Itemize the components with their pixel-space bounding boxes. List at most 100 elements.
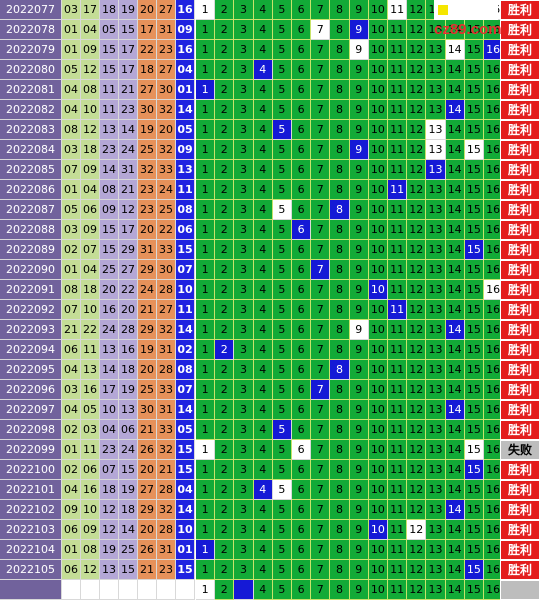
trend-cell: 5: [272, 260, 292, 280]
trend-cell: 4: [253, 580, 273, 600]
trend-hit-cell: 15: [464, 560, 484, 580]
trend-cell: 15: [464, 340, 484, 360]
trend-cell: 3: [234, 440, 254, 460]
red-ball-number: 09: [62, 500, 81, 520]
trend-cell: 7: [311, 440, 331, 460]
red-ball-number: 03: [62, 380, 81, 400]
trend-cell: 5: [272, 440, 292, 460]
trend-cell: 2: [215, 280, 235, 300]
trend-cell: 11: [388, 340, 408, 360]
trend-cell: 10: [368, 100, 388, 120]
trend-cell: 11: [388, 140, 408, 160]
issue-number: 2022081: [0, 80, 62, 100]
trend-hit-cell: 9: [349, 20, 369, 40]
trend-cell: 7: [311, 400, 331, 420]
trend-cell: 8: [330, 440, 350, 460]
blue-ball-number: 15: [176, 240, 195, 260]
trend-cell: 4: [253, 200, 273, 220]
result-win-badge: 胜利: [500, 0, 540, 20]
trend-cell: 16: [484, 240, 504, 260]
trend-cell: 4: [253, 80, 273, 100]
trend-cell: 12: [407, 40, 427, 60]
blue-ball-number: 14: [176, 400, 195, 420]
trend-cell: 5: [272, 0, 292, 20]
trend-cell: 11: [388, 160, 408, 180]
trend-cell: 5: [272, 220, 292, 240]
trend-cell: 2: [215, 40, 235, 60]
trend-cell: 15: [464, 100, 484, 120]
trend-cell: 13: [426, 60, 446, 80]
red-ball-number: 08: [62, 120, 81, 140]
red-ball-number: 04: [100, 420, 119, 440]
trend-cell: 5: [272, 500, 292, 520]
red-ball-number: 03: [62, 0, 81, 20]
trend-cell: 10: [368, 240, 388, 260]
trend-cell: 16: [484, 540, 504, 560]
red-ball-number: 20: [157, 120, 176, 140]
red-ball-number: 32: [157, 500, 176, 520]
red-ball-number: 19: [119, 0, 138, 20]
trend-cell: 15: [464, 60, 484, 80]
trend-cell: 9: [349, 100, 369, 120]
trend-cell: 3: [234, 0, 254, 20]
trend-cell: 6: [292, 320, 312, 340]
red-ball-number: 28: [119, 320, 138, 340]
red-ball-number: 10: [100, 400, 119, 420]
trend-cell: 9: [349, 160, 369, 180]
trend-cell: 14: [445, 240, 465, 260]
issue-number: 2022092: [0, 300, 62, 320]
trend-cell: 7: [311, 360, 331, 380]
trend-hit-cell: 4: [253, 60, 273, 80]
trend-cell: 13: [426, 20, 446, 40]
trend-cell: 1: [196, 40, 216, 60]
trend-cell: 1: [196, 260, 216, 280]
trend-cell: 16: [484, 120, 504, 140]
red-ball-number: 11: [81, 340, 100, 360]
result-win-badge: 胜利: [500, 340, 540, 360]
trend-cell: 13: [426, 80, 446, 100]
red-ball-number: 18: [100, 0, 119, 20]
trend-cell: 13: [426, 480, 446, 500]
trend-blank-cell: 1: [196, 0, 216, 20]
trend-cell: 8: [330, 180, 350, 200]
trend-cell: 5: [272, 80, 292, 100]
trend-hit-cell: 1: [196, 80, 216, 100]
trend-blank-cell: 5: [272, 480, 292, 500]
trend-cell: 9: [349, 300, 369, 320]
trend-cell: 11: [388, 120, 408, 140]
red-ball-number: 27: [138, 80, 157, 100]
trend-cell: 9: [349, 360, 369, 380]
trend-cell: 2: [215, 580, 235, 600]
red-ball-number: 23: [157, 40, 176, 60]
red-ball-number: 02: [62, 460, 81, 480]
trend-cell: 14: [445, 220, 465, 240]
issue-number: 2022099: [0, 440, 62, 460]
trend-cell: 9: [349, 120, 369, 140]
trend-cell: 1: [196, 560, 216, 580]
red-ball-number: 31: [157, 540, 176, 560]
red-ball-number: 22: [119, 280, 138, 300]
issue-number: 2022094: [0, 340, 62, 360]
red-ball-number: 27: [138, 480, 157, 500]
trend-cell: 12: [407, 100, 427, 120]
result-win-badge: 胜利: [500, 300, 540, 320]
trend-cell: 14: [445, 520, 465, 540]
trend-cell: 15: [464, 380, 484, 400]
blue-ball-number: 13: [176, 160, 195, 180]
trend-cell: 5: [272, 240, 292, 260]
trend-cell: 11: [388, 320, 408, 340]
trend-cell: 4: [253, 380, 273, 400]
issue-number: 2022083: [0, 120, 62, 140]
trend-blank-cell: 13: [426, 140, 446, 160]
trend-cell: 16: [484, 380, 504, 400]
trend-cell: 11: [388, 80, 408, 100]
issue-number: 2022078: [0, 20, 62, 40]
trend-cell: 12: [407, 460, 427, 480]
result-win-badge: 胜利: [500, 520, 540, 540]
red-ball-empty: [119, 580, 138, 600]
red-ball-number: 18: [81, 280, 100, 300]
trend-cell: 1: [196, 460, 216, 480]
red-ball-number: 13: [100, 560, 119, 580]
result-win-badge: 胜利: [500, 240, 540, 260]
trend-cell: 12: [407, 200, 427, 220]
